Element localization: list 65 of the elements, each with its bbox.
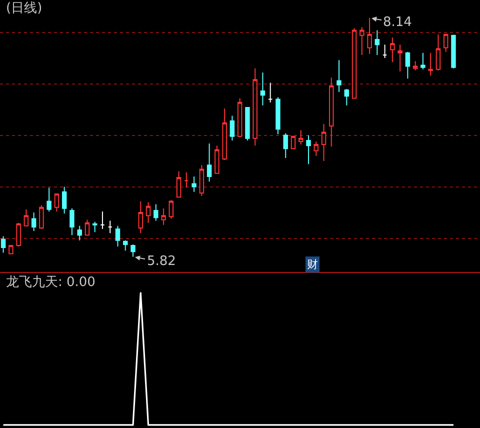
candlestick <box>115 225 120 248</box>
chart-title: 龙飞九天: 0.00 <box>6 275 96 290</box>
candlestick <box>184 172 189 188</box>
candlestick <box>24 208 29 226</box>
candlestick <box>92 221 98 233</box>
candlestick <box>344 88 350 106</box>
candlestick <box>54 193 60 212</box>
candlestick <box>390 36 395 63</box>
candlestick <box>245 106 250 141</box>
candlestick <box>290 136 296 150</box>
candlestick <box>329 77 334 148</box>
candlestick <box>298 130 304 146</box>
candlestick <box>352 28 357 99</box>
candlestick <box>260 72 266 106</box>
candlestick <box>0 236 6 254</box>
candlestick <box>192 176 196 192</box>
candlestick <box>306 134 311 165</box>
candlestick <box>222 108 227 160</box>
candlestick <box>154 204 158 222</box>
candlestick <box>8 244 14 254</box>
candlestick <box>268 82 273 103</box>
candlestick <box>146 202 151 224</box>
candlestick <box>451 34 456 69</box>
candlestick <box>161 208 166 226</box>
candlestick <box>398 44 402 72</box>
candlestick <box>138 200 144 234</box>
candlestick <box>360 26 364 56</box>
text: 财 <box>307 258 318 271</box>
candlestick <box>420 52 426 70</box>
candlestick <box>314 140 318 156</box>
candlestick <box>62 186 67 214</box>
candlestick <box>443 34 448 52</box>
candlestick <box>123 240 128 252</box>
candlestick <box>428 52 433 76</box>
candlestick <box>283 132 288 158</box>
candlestick <box>46 187 52 212</box>
candlestick <box>230 115 235 141</box>
chart-title: (日线) <box>6 1 42 16</box>
candlestick <box>367 17 372 54</box>
candlestick <box>336 60 342 93</box>
candlestick <box>31 212 36 232</box>
candlestick <box>252 68 258 146</box>
candlestick <box>321 123 326 162</box>
candlestick <box>168 200 174 220</box>
candlestick <box>176 170 182 198</box>
candlestick <box>39 204 44 230</box>
candlestick <box>382 44 388 59</box>
candlestick <box>405 51 410 80</box>
candlestick <box>214 145 220 174</box>
candlestick <box>130 244 136 258</box>
candlestick <box>237 98 242 138</box>
candlestick <box>374 30 380 56</box>
annotation: 8.14 <box>383 15 412 30</box>
candlestick <box>206 143 212 182</box>
candlestick <box>199 164 204 197</box>
annotation: 5.82 <box>147 254 176 269</box>
candlestick <box>77 225 82 241</box>
candlestick <box>108 220 112 234</box>
candlestick <box>436 34 441 71</box>
candlestick <box>70 208 74 236</box>
candlestick <box>412 60 418 71</box>
candlestick <box>84 219 90 236</box>
candlestick <box>16 222 21 248</box>
candlestick <box>100 210 105 230</box>
candlestick <box>276 96 280 135</box>
